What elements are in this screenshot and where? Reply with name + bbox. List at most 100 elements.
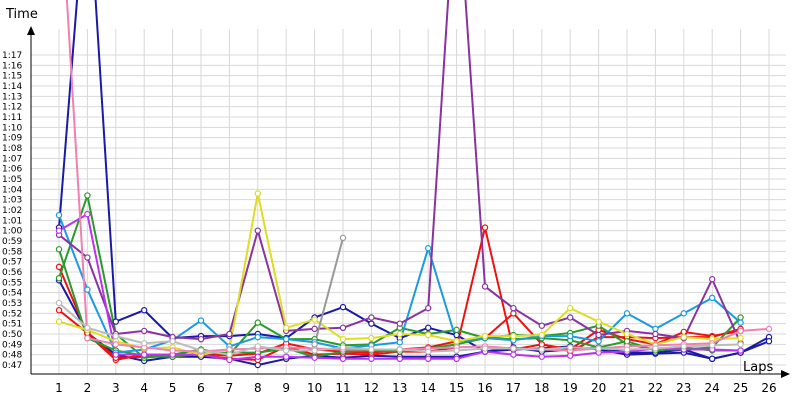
data-point: [283, 353, 290, 360]
data-point: [84, 324, 91, 331]
data-point: [680, 328, 688, 336]
data-point: [623, 338, 631, 345]
data-point: [84, 254, 91, 261]
y-tick-label: 0:52: [2, 309, 22, 319]
data-point: [55, 307, 63, 314]
data-point: [538, 346, 546, 353]
x-tick-label: 4: [140, 381, 148, 395]
data-point: [623, 330, 631, 338]
data-point: [368, 314, 375, 321]
x-tick-label: 15: [449, 381, 464, 395]
x-tick-label: 21: [619, 381, 634, 395]
data-point: [254, 190, 261, 197]
data-point: [112, 341, 120, 348]
data-point: [112, 351, 120, 358]
y-tick-label: 0:57: [2, 258, 22, 268]
data-point: [254, 319, 261, 326]
x-tick-label: 14: [421, 381, 436, 395]
data-point: [709, 355, 716, 362]
data-point: [283, 347, 290, 354]
data-point: [84, 210, 91, 218]
data-point: [453, 338, 460, 345]
y-tick-label: 1:03: [2, 196, 22, 206]
data-point: [765, 325, 773, 333]
data-point: [737, 327, 744, 335]
data-point: [396, 330, 403, 338]
data-point: [396, 346, 403, 353]
data-point: [425, 304, 432, 312]
data-point: [510, 304, 517, 312]
y-tick-label: 1:04: [2, 185, 22, 195]
data-point: [510, 351, 517, 358]
x-tick-label: 7: [226, 381, 234, 395]
y-tick-label: 0:53: [2, 299, 22, 309]
data-point: [368, 320, 375, 327]
y-tick-label: 0:50: [2, 330, 22, 340]
x-tick-label: 1: [55, 381, 63, 395]
y-tick-label: 0:48: [2, 351, 22, 361]
x-axis-title: Laps: [743, 360, 773, 375]
data-point: [737, 347, 744, 354]
data-point: [510, 332, 517, 340]
data-point: [652, 325, 659, 333]
data-point: [481, 283, 489, 290]
y-tick-label: 1:15: [2, 72, 22, 82]
x-tick-label: 13: [392, 381, 407, 395]
data-point: [567, 344, 574, 351]
data-point: [339, 335, 347, 343]
data-point: [680, 333, 688, 341]
chart-axes: Time Laps: [5, 7, 790, 378]
x-tick-label: 2: [84, 381, 92, 395]
y-tick-label: 1:12: [2, 103, 22, 113]
data-point: [737, 319, 744, 326]
y-tick-label: 0:47: [2, 361, 22, 371]
data-point: [652, 330, 659, 338]
data-point: [368, 346, 375, 353]
data-point: [425, 245, 432, 252]
y-tick-label: 1:17: [2, 51, 22, 61]
data-point: [311, 354, 318, 361]
y-tick-label: 1:11: [2, 113, 22, 123]
data-point: [567, 304, 574, 312]
data-point: [112, 332, 120, 340]
data-point: [169, 347, 176, 354]
data-point: [453, 347, 460, 354]
data-point: [226, 330, 233, 338]
data-point: [510, 345, 517, 352]
data-point: [55, 246, 63, 253]
y-tick-label: 1:13: [2, 92, 22, 102]
data-point: [55, 299, 63, 307]
y-tick-label: 1:02: [2, 206, 22, 216]
y-tick-label: 1:16: [2, 61, 22, 71]
data-point: [169, 338, 176, 345]
data-point: [368, 334, 375, 342]
x-tick-label: 5: [169, 381, 177, 395]
data-point: [112, 318, 120, 325]
data-point: [709, 342, 716, 349]
data-point: [595, 345, 602, 352]
y-tick-label: 1:07: [2, 154, 22, 164]
data-point: [567, 332, 574, 340]
y-tick-label: 0:56: [2, 268, 22, 278]
x-tick-label: 6: [197, 381, 205, 395]
y-tick-label: 1:14: [2, 82, 22, 92]
y-tick-label: 0:49: [2, 340, 22, 350]
x-tick-label: 22: [648, 381, 663, 395]
data-point: [652, 345, 659, 352]
data-point: [254, 361, 261, 369]
data-point: [339, 234, 347, 242]
data-point: [84, 286, 91, 293]
y-tick-label: 0:55: [2, 278, 22, 288]
x-tick-label: 20: [591, 381, 606, 395]
data-point: [425, 331, 432, 339]
chart-grid: [31, 29, 786, 374]
y-tick-label: 0:54: [2, 289, 22, 299]
x-tick-label: 3: [112, 381, 120, 395]
data-point: [709, 294, 716, 302]
data-point: [396, 355, 403, 362]
data-point: [55, 263, 63, 271]
y-tick-label: 1:10: [2, 123, 22, 133]
data-point: [453, 331, 460, 339]
data-point: [283, 324, 290, 331]
data-point: [595, 338, 602, 345]
